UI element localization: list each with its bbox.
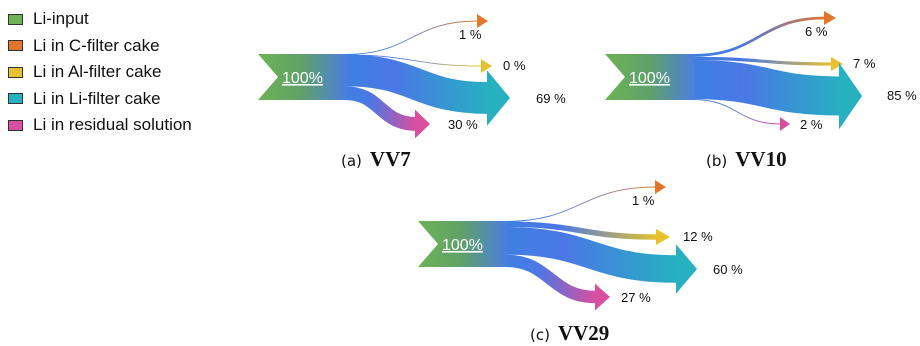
flow-arrowhead: [487, 70, 510, 126]
legend-item-al-filter: Li in Al-filter cake: [8, 59, 192, 86]
flow-band: [692, 16, 826, 57]
sankey-vv7: 1 % 0 % 69 % 30 % 100%: [258, 14, 566, 139]
flow-value-label: 1 %: [632, 193, 655, 208]
flow-value-label: 12 %: [683, 229, 713, 244]
flow-arrowhead: [839, 62, 862, 130]
flow-arrowhead: [655, 180, 666, 194]
flow-band: [504, 186, 657, 222]
caption-prefix: (a): [341, 152, 362, 170]
flow-band: [344, 54, 489, 114]
input-value-label: 100%: [282, 70, 323, 87]
flow-value-label: 2 %: [800, 117, 823, 132]
legend-item-li-input: Li-input: [8, 6, 192, 33]
legend-item-li-filter: Li in Li-filter cake: [8, 86, 192, 113]
flow-value-label: 6 %: [805, 24, 828, 39]
flow-value-label: 27 %: [621, 290, 651, 305]
flow-band: [692, 99, 782, 125]
flow-value-label: 30 %: [448, 117, 478, 132]
caption-name: VV10: [735, 147, 787, 171]
flow-band: [504, 254, 597, 304]
flow-value-label: 60 %: [713, 262, 743, 277]
legend-item-residual: Li in residual solution: [8, 112, 192, 139]
legend-item-c-filter: Li in C-filter cake: [8, 33, 192, 60]
flow-arrowhead: [656, 228, 670, 246]
legend-label: Li in C-filter cake: [33, 35, 160, 55]
legend: Li-input Li in C-filter cake Li in Al-fi…: [8, 6, 192, 139]
flow-band: [504, 226, 678, 283]
flow-arrowhead: [595, 283, 610, 311]
caption-vv10: (b) VV10: [706, 147, 787, 172]
caption-prefix: (c): [530, 326, 550, 344]
sankey-vv29: 1 % 12 % 60 % 27 % 100%: [418, 180, 743, 311]
flow-arrowhead: [831, 57, 843, 71]
input-value-label: 100%: [442, 237, 483, 254]
flow-band: [692, 56, 833, 66]
flow-arrowhead: [824, 11, 836, 25]
legend-label: Li-input: [33, 9, 89, 29]
legend-label: Li in residual solution: [33, 115, 192, 135]
input-arrow: [258, 54, 347, 100]
flow-band: [344, 20, 479, 55]
flow-value-label: 85 %: [887, 88, 917, 103]
sankey-vv10: 6 % 7 % 85 % 2 % 100%: [605, 11, 917, 132]
input-arrow: [418, 221, 507, 267]
flow-band: [344, 86, 417, 131]
caption-name: VV7: [369, 147, 411, 171]
caption-prefix: (b): [706, 152, 728, 170]
input-value-label: 100%: [629, 70, 670, 87]
flow-arrowhead: [477, 14, 488, 28]
legend-swatch-c-filter: [8, 40, 23, 52]
flow-value-label: 1 %: [459, 27, 482, 42]
caption-vv29: (c) VV29: [530, 321, 609, 346]
caption-name: VV29: [557, 321, 610, 345]
legend-label: Li in Al-filter cake: [33, 62, 162, 82]
legend-swatch-li-filter: [8, 93, 23, 105]
flow-value-label: 0 %: [503, 58, 526, 73]
input-arrow: [605, 54, 695, 100]
flow-arrowhead: [780, 117, 790, 131]
flow-band: [692, 59, 841, 116]
legend-swatch-al-filter: [8, 66, 23, 78]
flow-arrowhead: [415, 109, 430, 139]
flow-value-label: 7 %: [853, 56, 876, 71]
legend-label: Li in Li-filter cake: [33, 88, 161, 108]
flow-value-label: 69 %: [536, 91, 566, 106]
legend-swatch-residual: [8, 119, 23, 131]
flow-arrowhead: [676, 244, 697, 294]
caption-vv7: (a) VV7: [341, 147, 411, 172]
flow-arrowhead: [481, 59, 492, 73]
legend-swatch-li-input: [8, 13, 23, 25]
flow-band: [504, 221, 658, 240]
